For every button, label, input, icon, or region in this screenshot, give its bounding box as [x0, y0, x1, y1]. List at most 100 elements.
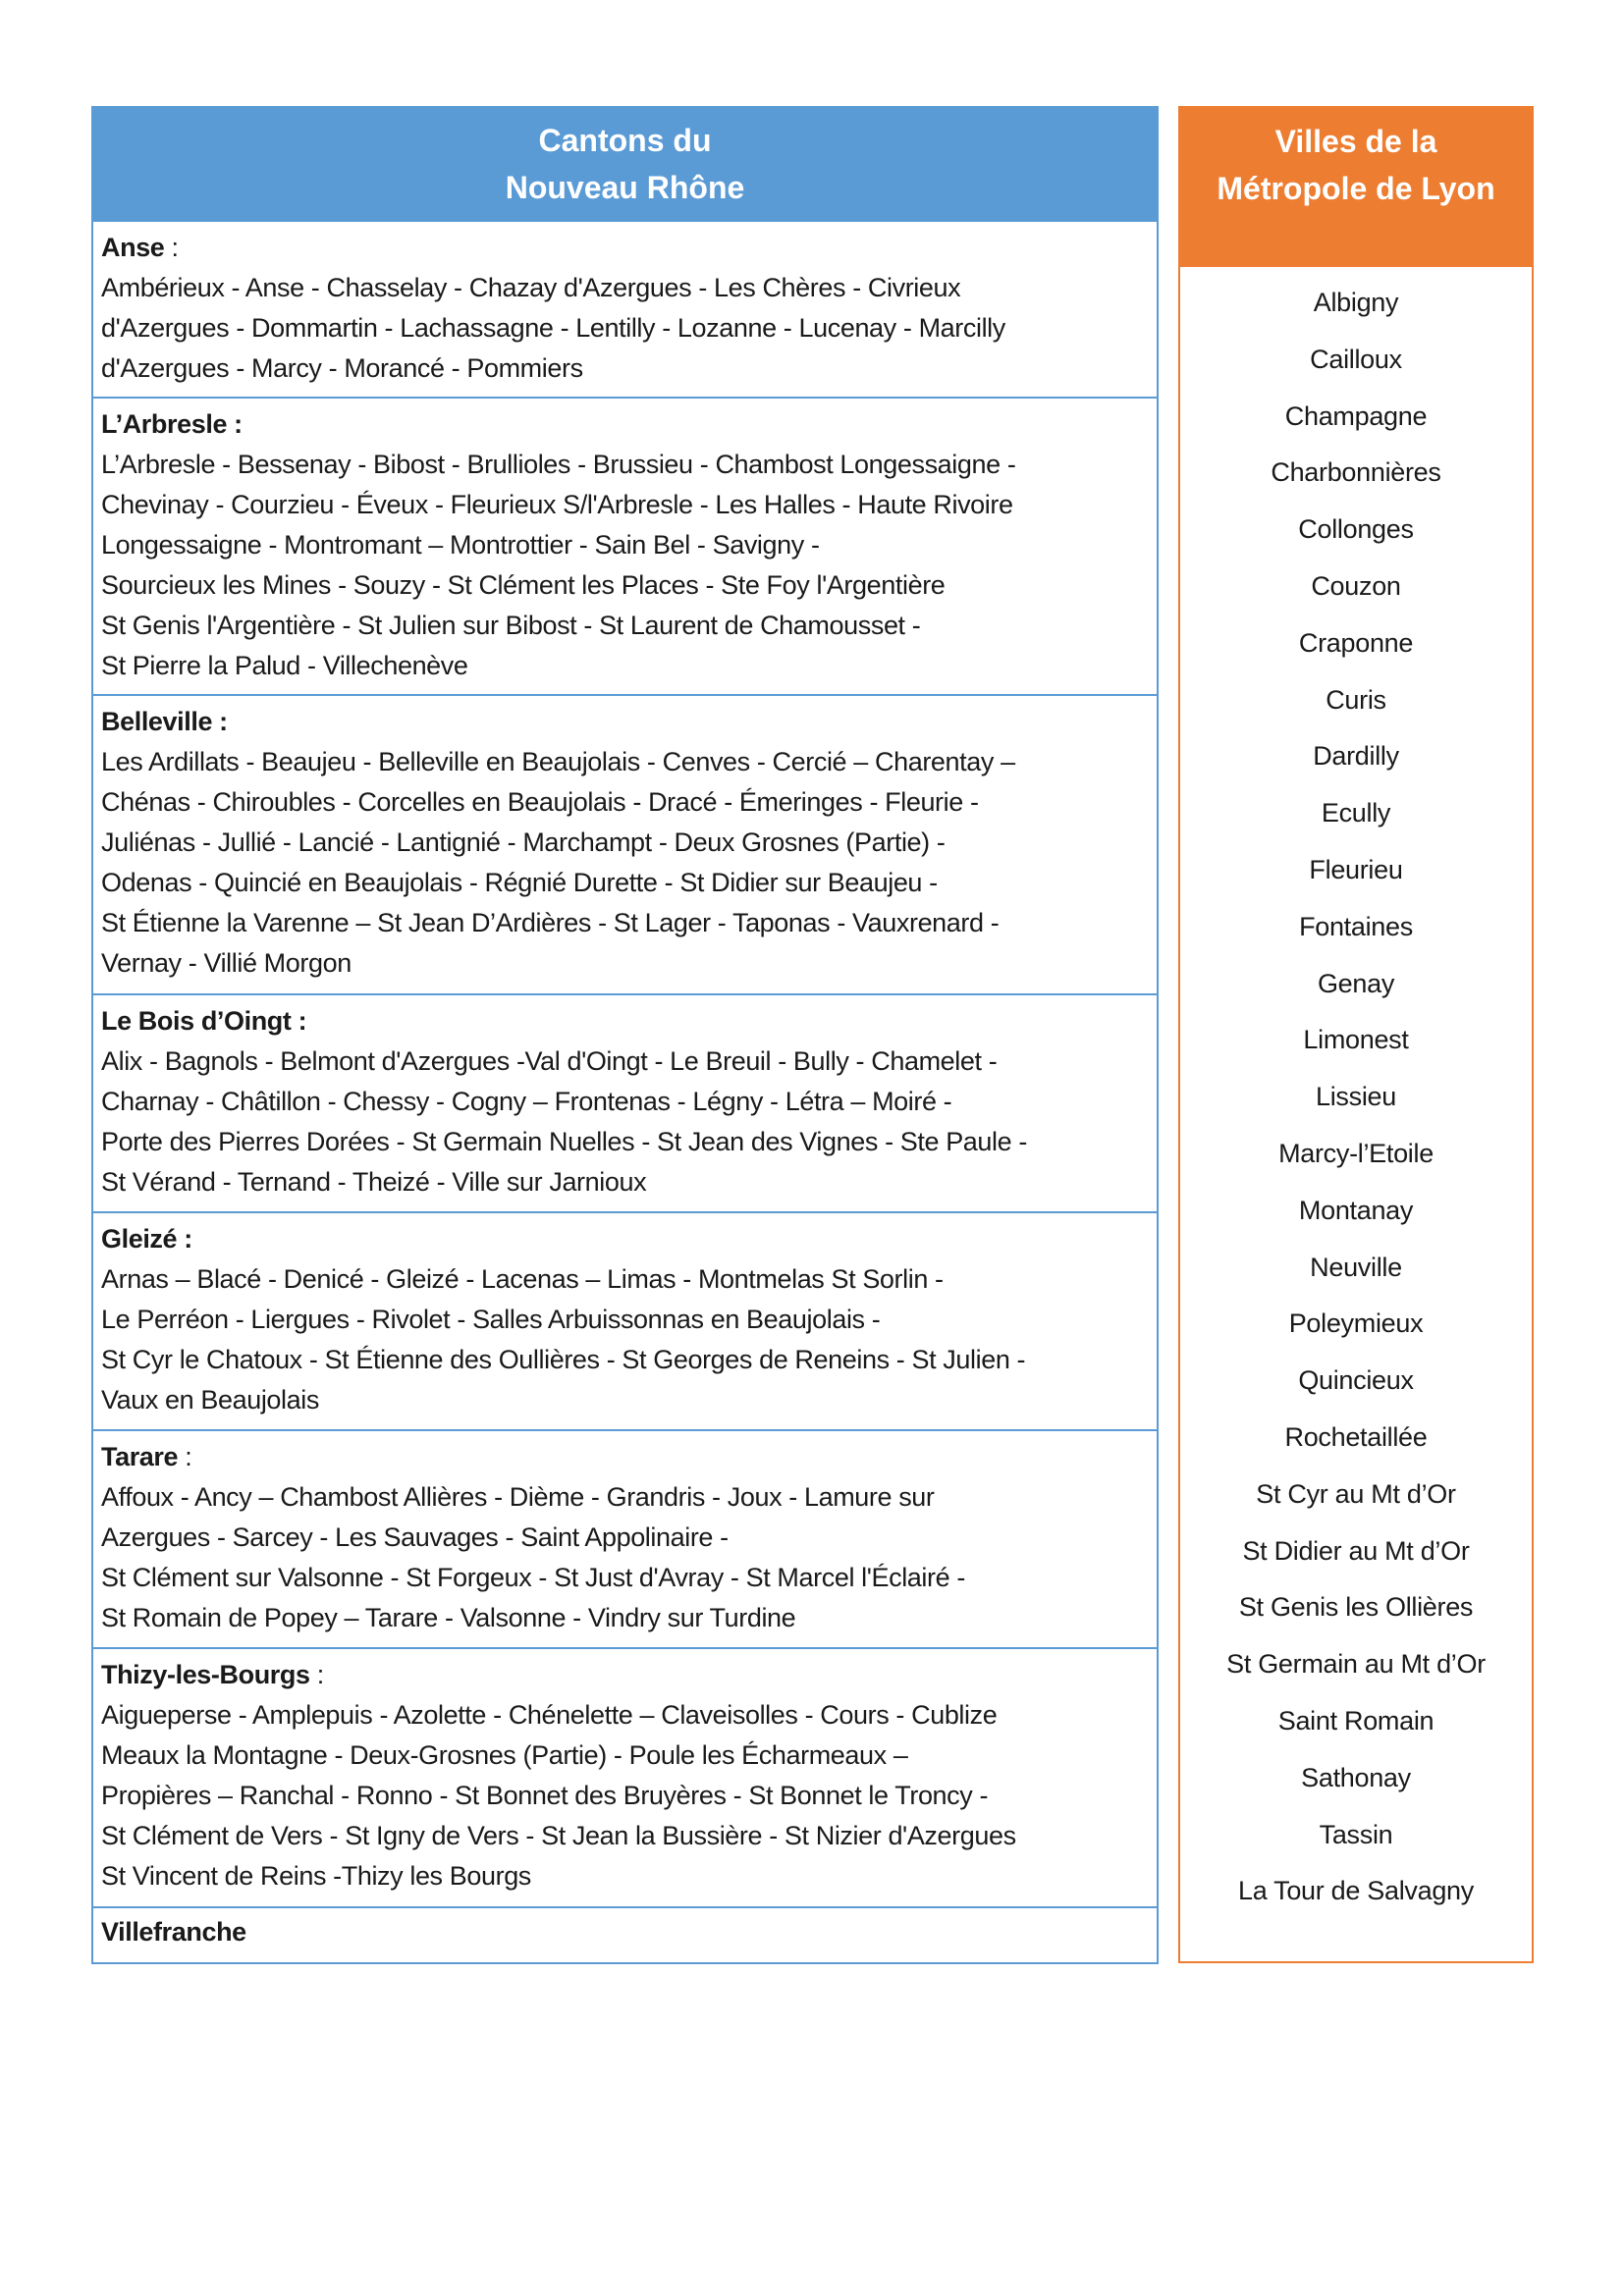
commune-line: St Clément sur Valsonne - St Forgeux - S…	[101, 1563, 965, 1592]
commune-line: Propières – Ranchal - Ronno - St Bonnet …	[101, 1781, 989, 1810]
canton-title: Villefranche	[101, 1912, 1149, 1952]
commune-line: Meaux la Montagne - Deux-Grosnes (Partie…	[101, 1740, 908, 1770]
ville-item: St Germain au Mt d’Or	[1226, 1649, 1486, 1680]
ville-item: Collonges	[1298, 514, 1414, 545]
commune-line: Sourcieux les Mines - Souzy - St Clément…	[101, 570, 946, 600]
ville-item: Tassin	[1319, 1819, 1393, 1849]
metropole-table: Villes de la Métropole de Lyon Albigny Ca…	[1178, 106, 1534, 1963]
ville-item: Curis	[1326, 684, 1386, 715]
ville-item: Champagne	[1284, 400, 1428, 431]
commune-line: Odenas - Quincié en Beaujolais - Régnié …	[101, 868, 938, 897]
commune-line: St Pierre la Palud - Villechenève	[101, 651, 468, 680]
commune-line: d'Azergues - Dommartin - Lachassagne - L…	[101, 313, 1005, 343]
canton-separator: :	[177, 1224, 192, 1254]
canton-row: Le Bois d’Oingt : Alix - Bagnols - Belmon…	[93, 993, 1157, 1211]
commune-line: Les Ardillats - Beaujeu - Belleville en …	[101, 747, 1015, 776]
commune-line: Alix - Bagnols - Belmont d'Azergues -Val…	[101, 1046, 998, 1076]
canton-title: Gleizé :	[101, 1219, 1149, 1259]
commune-line: Arnas – Blacé - Denicé - Gleizé - Lacena…	[101, 1264, 944, 1294]
commune-line: St Étienne la Varenne – St Jean D’Ardièr…	[101, 908, 1000, 937]
ville-item: Marcy-l’Etoile	[1278, 1138, 1434, 1168]
canton-separator: :	[178, 1442, 192, 1471]
canton-name: Tarare	[101, 1442, 179, 1471]
canton-title: L’Arbresle :	[101, 404, 1149, 445]
ville-item: Sathonay	[1301, 1762, 1411, 1792]
canton-row: Gleizé : Arnas – Blacé - Denicé - Gleizé …	[93, 1211, 1157, 1429]
commune-line: Juliénas - Jullié - Lancié - Lantignié -…	[101, 828, 946, 857]
ville-item: Rochetaillée	[1284, 1421, 1428, 1452]
cantons-header-line1: Cantons du	[538, 123, 712, 158]
canton-name: Anse	[101, 233, 165, 262]
ville-item: Quincieux	[1298, 1365, 1414, 1396]
canton-separator: :	[309, 1660, 325, 1689]
ville-item: Lissieu	[1316, 1082, 1396, 1112]
canton-row: Anse : Ambérieux - Anse - Chasselay - Cha…	[93, 220, 1157, 397]
canton-separator: :	[212, 707, 228, 736]
ville-item: Charbonnières	[1271, 457, 1441, 488]
commune-line: Longessaigne - Montromant – Montrottier …	[101, 530, 820, 560]
canton-name: Belleville	[101, 707, 213, 736]
canton-separator: :	[164, 233, 180, 262]
commune-line: St Vérand - Ternand - Theizé - Ville sur…	[101, 1167, 647, 1197]
canton-separator: :	[291, 1006, 307, 1036]
canton-title: Thizy-les-Bourgs :	[101, 1655, 1149, 1695]
metropole-header-line2: Métropole de Lyon	[1217, 171, 1495, 206]
commune-line: St Vincent de Reins -Thizy les Bourgs	[101, 1861, 531, 1891]
commune-line: Chénas - Chiroubles - Corcelles en Beauj…	[101, 787, 979, 817]
ville-item: Fleurieu	[1309, 854, 1403, 884]
commune-line: Chevinay - Courzieu - Éveux - Fleurieux …	[101, 490, 1013, 519]
canton-name: Villefranche	[101, 1917, 246, 1947]
ville-item: Poleymieux	[1288, 1308, 1424, 1339]
canton-row: Belleville : Les Ardillats - Beaujeu - Be…	[93, 694, 1157, 993]
canton-row: Thizy-les-Bourgs : Aigueperse - Amplepuis…	[93, 1647, 1157, 1906]
ville-item: St Didier au Mt d’Or	[1242, 1535, 1470, 1566]
canton-title: Anse :	[101, 228, 1149, 268]
ville-item: Montanay	[1298, 1195, 1414, 1225]
ville-item: La Tour de Salvagny	[1238, 1876, 1474, 1906]
ville-item: Dardilly	[1313, 741, 1399, 772]
commune-line: Azergues - Sarcey - Les Sauvages - Saint…	[101, 1522, 729, 1552]
canton-title: Le Bois d’Oingt :	[101, 1001, 1149, 1041]
commune-line: Vaux en Beaujolais	[101, 1385, 319, 1415]
commune-line: Porte des Pierres Dorées - St Germain Nu…	[101, 1127, 1027, 1156]
ville-item: St Genis les Ollières	[1238, 1592, 1474, 1623]
commune-line: d'Azergues - Marcy - Morancé - Pommiers	[101, 353, 583, 383]
ville-item: Cailloux	[1310, 344, 1402, 374]
ville-item: Albigny	[1313, 288, 1399, 317]
ville-item: St Cyr au Mt d’Or	[1256, 1478, 1456, 1509]
commune-line: St Clément de Vers - St Igny de Vers - S…	[101, 1821, 1016, 1850]
canton-separator: :	[227, 409, 243, 439]
canton-name: Le Bois d’Oingt	[101, 1006, 292, 1036]
canton-row: Tarare : Affoux - Ancy – Chambost Allière…	[93, 1429, 1157, 1647]
canton-row: L’Arbresle : L’Arbresle - Bessenay - Bibo…	[93, 397, 1157, 694]
commune-line: St Cyr le Chatoux - St Étienne des Oulli…	[101, 1345, 1026, 1374]
canton-title: Tarare :	[101, 1437, 1149, 1477]
ville-item: Fontaines	[1299, 911, 1413, 941]
canton-name: L’Arbresle	[101, 409, 228, 439]
commune-line: St Romain de Popey – Tarare - Valsonne -…	[101, 1603, 796, 1632]
ville-item: Craponne	[1298, 627, 1414, 658]
commune-line: Le Perréon - Liergues - Rivolet - Salles…	[101, 1305, 881, 1334]
ville-item: Neuville	[1310, 1252, 1402, 1282]
metropole-header-line1: Villes de la	[1274, 124, 1437, 159]
cantons-header: Cantons du Nouveau Rhône	[93, 108, 1157, 220]
ville-item: Genay	[1317, 968, 1395, 998]
canton-row: Villefranche	[93, 1906, 1157, 1962]
canton-name: Gleizé	[101, 1224, 178, 1254]
cantons-table: Cantons du Nouveau Rhône Anse : Ambérieux…	[91, 106, 1159, 1964]
ville-list: Albigny Cailloux Champagne Charbonnières Col…	[1180, 267, 1532, 1920]
commune-line: Charnay - Châtillon - Chessy - Cogny – F…	[101, 1087, 952, 1116]
commune-line: St Genis l'Argentière - St Julien sur Bi…	[101, 611, 921, 640]
commune-line: Aigueperse - Amplepuis - Azolette - Chén…	[101, 1700, 998, 1730]
commune-line: L’Arbresle - Bessenay - Bibost - Brullio…	[101, 450, 1016, 479]
ville-item: Limonest	[1303, 1025, 1409, 1055]
ville-item: Saint Romain	[1277, 1705, 1435, 1735]
canton-title: Belleville :	[101, 702, 1149, 742]
commune-line: Affoux - Ancy – Chambost Allières - Dièm…	[101, 1482, 935, 1512]
metropole-header: Villes de la Métropole de Lyon	[1180, 108, 1532, 267]
canton-name: Thizy-les-Bourgs	[101, 1660, 310, 1689]
commune-line: Ambérieux - Anse - Chasselay - Chazay d'…	[101, 273, 961, 302]
commune-line: Vernay - Villié Morgon	[101, 948, 352, 978]
ville-item: Ecully	[1321, 798, 1391, 828]
ville-item: Couzon	[1311, 570, 1401, 601]
